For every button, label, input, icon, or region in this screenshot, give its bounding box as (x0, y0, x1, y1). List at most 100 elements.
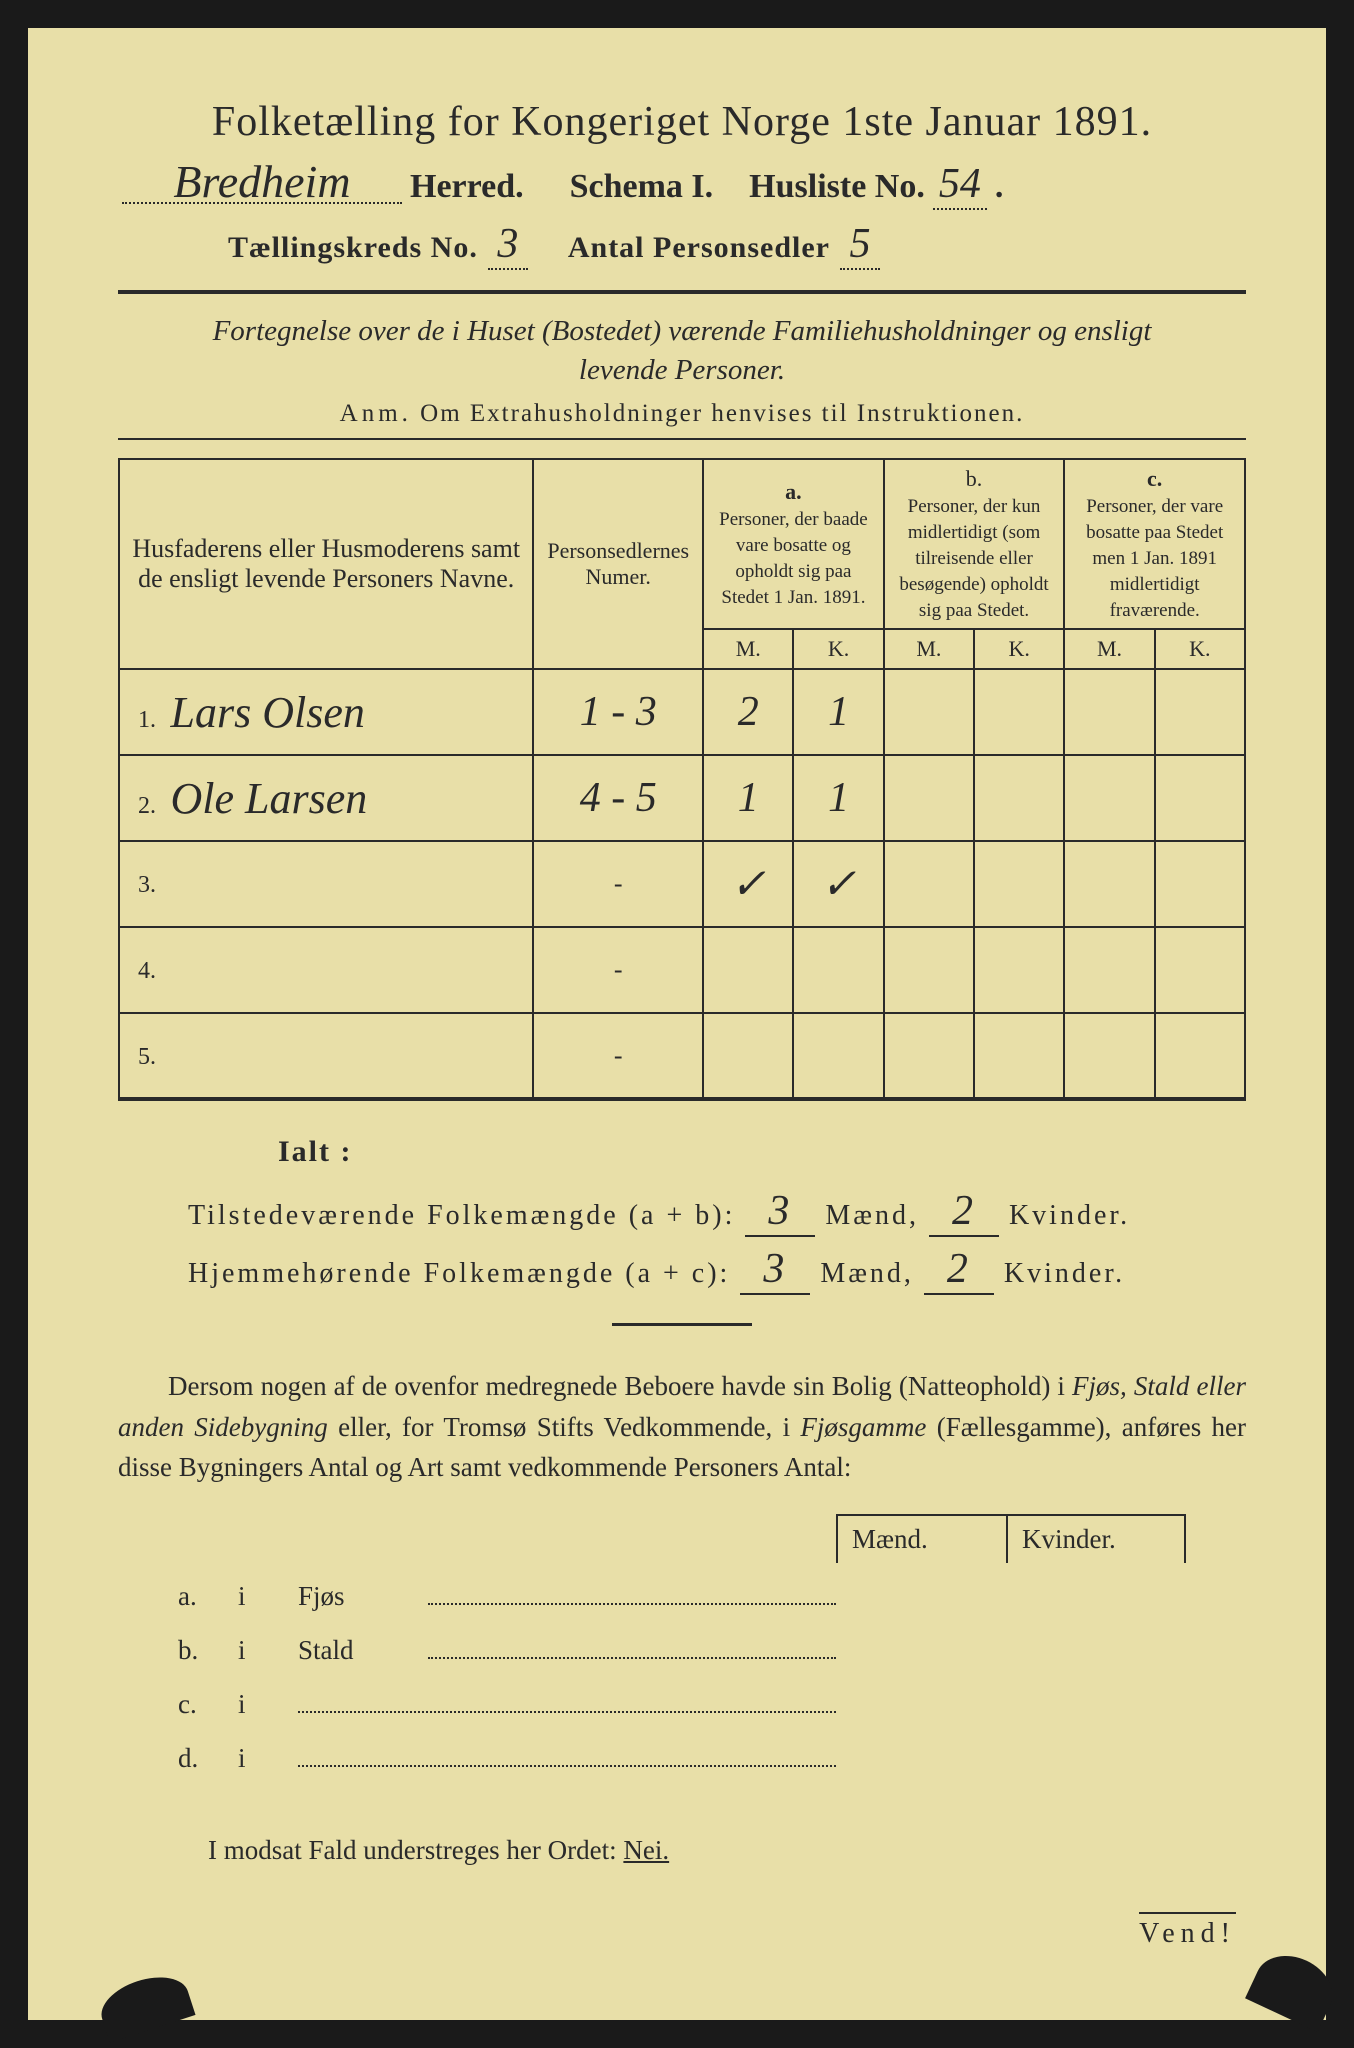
footer-line: I modsat Fald understreges her Ordet: Ne… (208, 1835, 1246, 1866)
row-numer: - (533, 1013, 703, 1099)
kvinder-label: Kvinder. (1006, 1514, 1186, 1563)
col-names-text: Husfaderens eller Husmoderens samt de en… (132, 534, 520, 593)
col-b-head: b. (966, 466, 983, 491)
col-c-m: M. (1064, 629, 1154, 669)
dotted-line (298, 1686, 836, 1713)
row-num: 4. (138, 958, 156, 984)
table-row: 5. - (119, 1013, 1245, 1099)
row-name-hw: Ole Larsen (163, 774, 368, 823)
herred-label: Herred. (410, 168, 524, 206)
cell: ✓ (731, 862, 766, 908)
kreds-label: Tællingskreds No. (228, 231, 478, 265)
sum1-k-label: Kvinder. (1009, 1200, 1130, 1232)
item-word: Stald (298, 1623, 428, 1677)
kreds-no-handwriting: 3 (488, 220, 528, 270)
para-i2: Fjøsgamme (800, 1412, 926, 1442)
row-num: 1. (138, 707, 156, 733)
sum1-k: 2 (929, 1187, 999, 1237)
husliste-label: Husliste No. (749, 168, 925, 206)
row-name-hw: Lars Olsen (163, 688, 365, 737)
cell (884, 927, 974, 1013)
cell (1155, 841, 1245, 927)
table-row: 4. - (119, 927, 1245, 1013)
header-line-3: Tællingskreds No. 3 Antal Personsedler 5 (118, 220, 1246, 270)
para-t1: Dersom nogen af de ovenfor medregnede Be… (168, 1371, 1072, 1401)
col-numer-text: Personsedlernes Numer. (547, 538, 689, 589)
cell: 1 (828, 689, 849, 735)
anm-label: Anm. (340, 400, 412, 427)
antal-label: Antal Personsedler (568, 231, 830, 265)
header-line-2: Bredheim Herred. Schema I. Husliste No. … (118, 160, 1246, 210)
maend-label: Mænd. (836, 1514, 1006, 1563)
col-b-header: b. Personer, der kun midlertidigt (som t… (884, 459, 1065, 629)
document-paper: Folketælling for Kongeriget Norge 1ste J… (28, 28, 1326, 2020)
dotted-line (298, 1740, 836, 1767)
cell: 2 (738, 689, 759, 735)
short-rule (612, 1323, 752, 1326)
census-table: Husfaderens eller Husmoderens samt de en… (118, 458, 1246, 1101)
sum1-m-label: Mænd, (825, 1200, 919, 1232)
cell (1064, 1013, 1154, 1099)
footer-text: I modsat Fald understreges her Ordet: (208, 1835, 623, 1865)
cell (793, 927, 883, 1013)
rule-thin (118, 438, 1246, 440)
table-row: 1. Lars Olsen 1 - 3 2 1 (119, 669, 1245, 755)
list-item: d. i (178, 1731, 1246, 1785)
col-names-header: Husfaderens eller Husmoderens samt de en… (119, 459, 533, 669)
col-b-text: Personer, der kun midlertidigt (som tilr… (899, 496, 1048, 621)
cell (884, 841, 974, 927)
list-item: a. i Fjøs (178, 1569, 1246, 1623)
sum2-m: 3 (740, 1245, 810, 1295)
row-numer: 4 - 5 (580, 775, 657, 821)
sum-line-1: Tilstedeværende Folkemængde (a + b): 3 M… (188, 1187, 1246, 1237)
col-a-header: a. Personer, der baade vare bosatte og o… (703, 459, 884, 629)
cell (1064, 927, 1154, 1013)
sum1-m: 3 (745, 1187, 815, 1237)
sum2-m-label: Mænd, (820, 1258, 914, 1290)
row-num: 5. (138, 1044, 156, 1070)
anm-text: Om Extrahusholdninger henvises til Instr… (420, 400, 1024, 427)
row-numer: 1 - 3 (580, 689, 657, 735)
col-numer-header: Personsedlernes Numer. (533, 459, 703, 669)
subheader: Fortegnelse over de i Huset (Bostedet) v… (118, 312, 1246, 390)
dotted-line (428, 1578, 836, 1605)
col-a-m: M. (703, 629, 793, 669)
item-letter: c. (178, 1677, 238, 1731)
cell (974, 927, 1064, 1013)
item-letter: b. (178, 1623, 238, 1677)
title: Folketælling for Kongeriget Norge 1ste J… (118, 98, 1246, 146)
cell (974, 841, 1064, 927)
dotted-line (428, 1632, 836, 1659)
row-numer: - (533, 841, 703, 927)
para-t2: eller, for Tromsø Stifts Vedkommende, i (328, 1412, 801, 1442)
herred-handwriting: Bredheim (122, 161, 402, 204)
col-c-head: c. (1147, 466, 1162, 491)
cell (793, 1013, 883, 1099)
col-a-head: a. (785, 479, 802, 504)
rule-thick (118, 290, 1246, 294)
col-c-text: Personer, der vare bosatte paa Stedet me… (1086, 496, 1223, 621)
abcd-list: a. i Fjøs b. i Stald c. i d. i (178, 1569, 1246, 1785)
mk-columns-header: Mænd. Kvinder. (118, 1514, 1246, 1563)
table-row: 3. - ✓ ✓ (119, 841, 1245, 927)
col-a-k: K. (793, 629, 883, 669)
item-word: Fjøs (298, 1569, 428, 1623)
footer-nei: Nei. (623, 1835, 669, 1865)
sum2-label: Hjemmehørende Folkemængde (a + c): (188, 1258, 730, 1290)
row-num: 3. (138, 872, 156, 898)
col-a-text: Personer, der baade vare bosatte og opho… (719, 509, 868, 608)
item-i: i (238, 1623, 298, 1677)
cell: ✓ (821, 862, 856, 908)
item-letter: d. (178, 1731, 238, 1785)
sum-line-2: Hjemmehørende Folkemængde (a + c): 3 Mæn… (188, 1245, 1246, 1295)
paragraph: Dersom nogen af de ovenfor medregnede Be… (118, 1366, 1246, 1488)
schema-label: Schema I. (570, 168, 714, 206)
item-i: i (238, 1677, 298, 1731)
list-item: b. i Stald (178, 1623, 1246, 1677)
ialt-label: Ialt : (278, 1135, 1246, 1169)
item-letter: a. (178, 1569, 238, 1623)
sum2-k: 2 (924, 1245, 994, 1295)
scan-frame: Folketælling for Kongeriget Norge 1ste J… (0, 0, 1354, 2048)
sum1-label: Tilstedeværende Folkemængde (a + b): (188, 1200, 735, 1232)
list-item: c. i (178, 1677, 1246, 1731)
